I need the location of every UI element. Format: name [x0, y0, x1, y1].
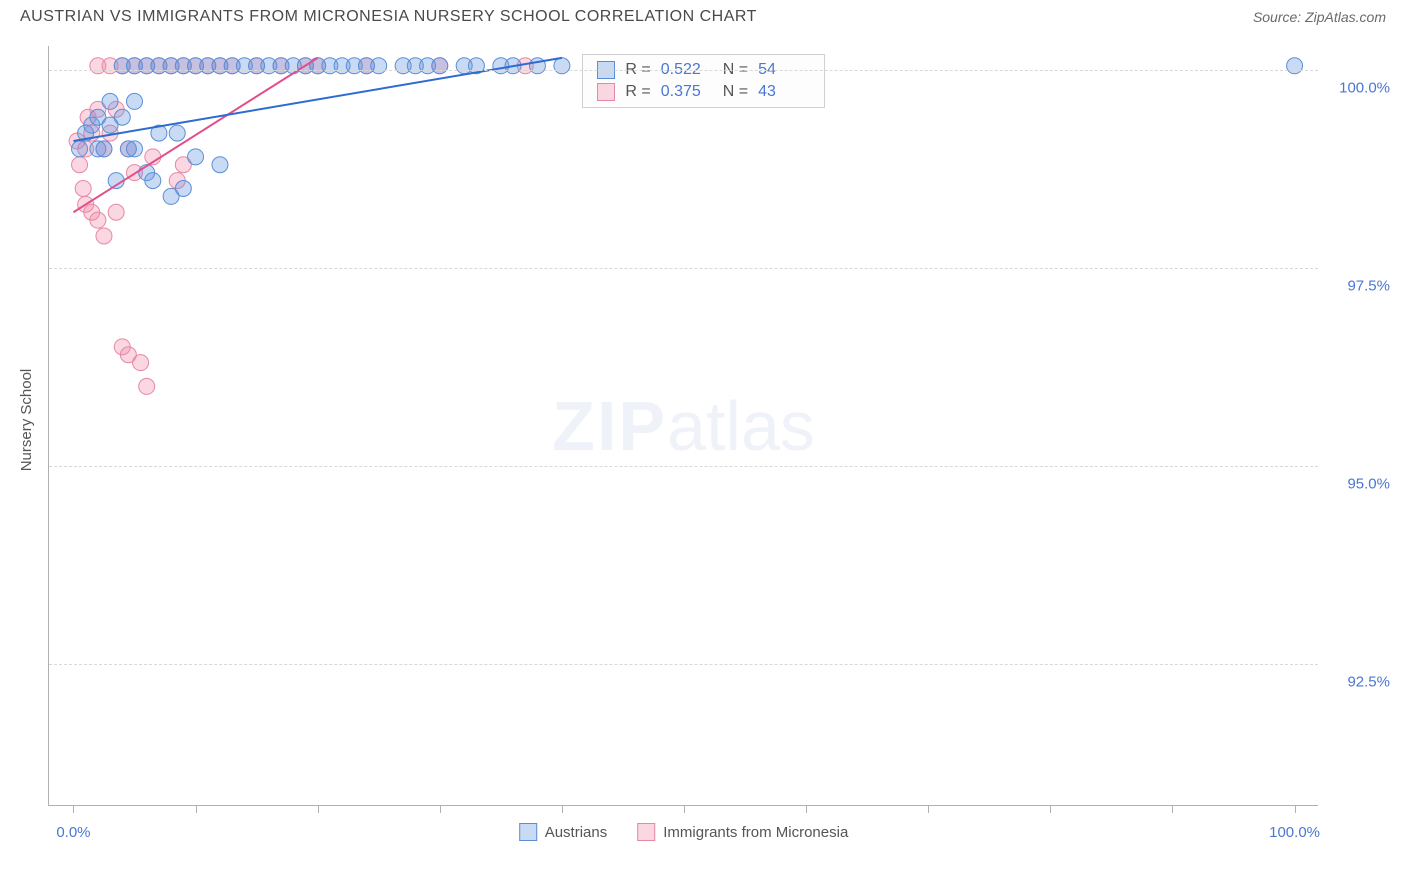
- gridline: [49, 268, 1318, 269]
- x-tick: [196, 805, 197, 813]
- chart-title: AUSTRIAN VS IMMIGRANTS FROM MICRONESIA N…: [20, 8, 757, 26]
- x-tick: [1050, 805, 1051, 813]
- data-point-micronesia: [90, 212, 106, 228]
- y-tick-label: 92.5%: [1326, 673, 1390, 690]
- y-axis-title: Nursery School: [18, 369, 35, 472]
- data-point-austrians: [72, 141, 88, 157]
- legend-label: Immigrants from Micronesia: [663, 824, 848, 841]
- scatter-svg: [49, 46, 1318, 805]
- x-tick: [1295, 805, 1296, 813]
- data-point-austrians: [432, 58, 448, 74]
- data-point-austrians: [212, 157, 228, 173]
- data-point-austrians: [169, 125, 185, 141]
- data-point-austrians: [126, 141, 142, 157]
- chart-plot-area: ZIPatlas R =0.522N =54R =0.375N =43 Aust…: [48, 46, 1318, 806]
- data-point-micronesia: [139, 378, 155, 394]
- data-point-micronesia: [96, 228, 112, 244]
- data-point-austrians: [554, 58, 570, 74]
- x-tick-label: 0.0%: [56, 824, 90, 841]
- data-point-austrians: [371, 58, 387, 74]
- x-tick: [73, 805, 74, 813]
- stats-row-micronesia: R =0.375N =43: [583, 81, 824, 103]
- data-point-austrians: [96, 141, 112, 157]
- series-legend: Austrians Immigrants from Micronesia: [519, 823, 849, 841]
- legend-item-austrians: Austrians: [519, 823, 608, 841]
- y-tick-label: 95.0%: [1326, 475, 1390, 492]
- x-tick: [806, 805, 807, 813]
- x-tick: [318, 805, 319, 813]
- data-point-austrians: [102, 93, 118, 109]
- legend-label: Austrians: [545, 824, 608, 841]
- gridline: [49, 664, 1318, 665]
- legend-item-micronesia: Immigrants from Micronesia: [637, 823, 848, 841]
- x-tick: [928, 805, 929, 813]
- gridline: [49, 466, 1318, 467]
- data-point-micronesia: [108, 204, 124, 220]
- data-point-austrians: [126, 93, 142, 109]
- data-point-micronesia: [72, 157, 88, 173]
- gridline: [49, 70, 1318, 71]
- x-tick: [1172, 805, 1173, 813]
- x-tick: [562, 805, 563, 813]
- source-label: Source: ZipAtlas.com: [1253, 9, 1386, 25]
- data-point-micronesia: [75, 181, 91, 197]
- y-tick-label: 97.5%: [1326, 277, 1390, 294]
- stats-legend-box: R =0.522N =54R =0.375N =43: [582, 54, 825, 108]
- x-tick-label: 100.0%: [1269, 824, 1320, 841]
- data-point-austrians: [145, 173, 161, 189]
- x-tick: [684, 805, 685, 813]
- data-point-austrians: [188, 149, 204, 165]
- data-point-micronesia: [133, 355, 149, 371]
- y-tick-label: 100.0%: [1326, 79, 1390, 96]
- data-point-austrians: [114, 109, 130, 125]
- data-point-austrians: [1287, 58, 1303, 74]
- legend-swatch: [637, 823, 655, 841]
- data-point-austrians: [175, 181, 191, 197]
- legend-swatch: [597, 83, 615, 101]
- legend-swatch: [519, 823, 537, 841]
- x-tick: [440, 805, 441, 813]
